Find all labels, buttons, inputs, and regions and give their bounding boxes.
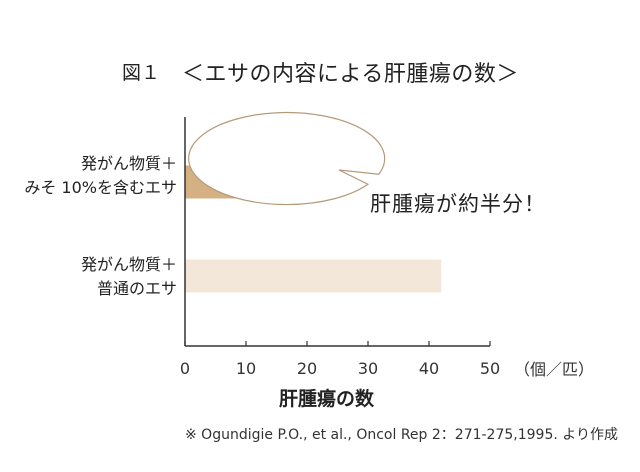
x-tick-label: 30 bbox=[358, 359, 378, 378]
category-label-line: 普通のエサ bbox=[96, 279, 177, 298]
x-tick-label: 10 bbox=[236, 359, 256, 378]
x-tick-label: 50 bbox=[480, 359, 500, 378]
x-ticks-group: 0 10 20 30 40 50 bbox=[180, 341, 500, 378]
x-tick-label: 20 bbox=[297, 359, 317, 378]
x-axis-unit: （個／匹） bbox=[514, 360, 595, 379]
category-label-normal: 発がん物質＋ 普通のエサ bbox=[81, 253, 177, 301]
callout-text: 肝腫瘍が約半分！ bbox=[370, 192, 546, 216]
category-label-line: みそ 10%を含むエサ bbox=[24, 178, 177, 197]
x-tick-label: 40 bbox=[419, 359, 439, 378]
category-label-line: 発がん物質＋ bbox=[80, 154, 177, 173]
category-label-miso: 発がん物質＋ みそ 10%を含むエサ bbox=[24, 152, 177, 200]
bar-1 bbox=[185, 259, 442, 293]
callout-shape bbox=[188, 111, 386, 206]
chart-title: ＜エサの内容による肝腫瘍の数＞ bbox=[182, 62, 519, 87]
category-label-line: 発がん物質＋ bbox=[80, 255, 177, 274]
x-tick-label: 0 bbox=[180, 359, 190, 378]
callout-bubble bbox=[188, 111, 386, 206]
figure-label: 図１ bbox=[122, 62, 161, 84]
source-note: ※ Ogundigie P.O., et al., Oncol Rep 2：27… bbox=[185, 427, 618, 443]
x-axis-label: 肝腫瘍の数 bbox=[279, 388, 375, 410]
